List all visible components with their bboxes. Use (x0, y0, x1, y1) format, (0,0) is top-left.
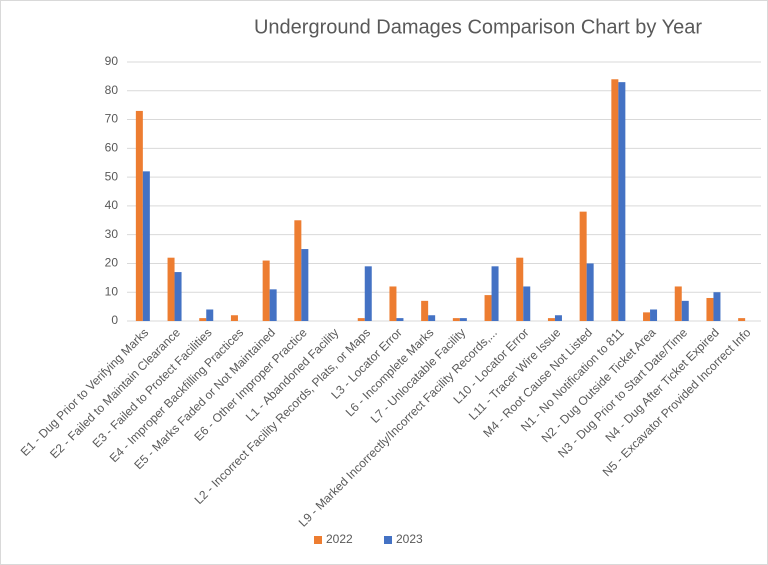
bar (199, 318, 207, 321)
bar (357, 318, 365, 321)
bar (135, 110, 143, 321)
bar (428, 315, 436, 321)
legend-swatch (314, 536, 322, 544)
bar (174, 272, 182, 321)
bar (389, 286, 397, 321)
bar (674, 286, 682, 321)
y-tick-label: 80 (105, 83, 119, 97)
legend-label: 2023 (396, 532, 423, 546)
bar (491, 266, 499, 321)
bar (713, 292, 721, 321)
bar (206, 309, 214, 321)
bar (421, 300, 429, 321)
y-tick-label: 40 (105, 198, 119, 212)
bar (650, 309, 658, 321)
bar (294, 220, 302, 321)
chart-title: Underground Damages Comparison Chart by … (254, 16, 702, 38)
bar (523, 286, 531, 321)
y-tick-label: 60 (105, 141, 119, 155)
bar (643, 312, 651, 321)
bar (738, 318, 746, 321)
bar (547, 318, 555, 321)
bar (262, 260, 270, 321)
y-tick-label: 10 (105, 284, 119, 298)
bar (706, 297, 714, 321)
bar (142, 171, 150, 321)
bar (579, 211, 587, 321)
bar (364, 266, 372, 321)
y-tick-label: 0 (111, 313, 118, 327)
bar (452, 318, 460, 321)
bar (516, 257, 524, 321)
bar (554, 315, 562, 321)
bar (611, 79, 619, 322)
bar (681, 300, 689, 321)
y-tick-label: 30 (105, 227, 119, 241)
bar (396, 318, 404, 321)
y-tick-label: 20 (105, 256, 119, 270)
bar (618, 82, 626, 322)
bar (459, 318, 467, 321)
legend-label: 2022 (326, 532, 353, 546)
bar (167, 257, 175, 321)
y-tick-label: 90 (105, 54, 119, 68)
bar (269, 289, 277, 321)
y-tick-label: 50 (105, 169, 119, 183)
bar (586, 263, 594, 321)
bar (484, 295, 492, 321)
legend-swatch (384, 536, 392, 544)
bar (230, 315, 238, 321)
y-tick-label: 70 (105, 112, 119, 126)
bar (301, 249, 309, 321)
